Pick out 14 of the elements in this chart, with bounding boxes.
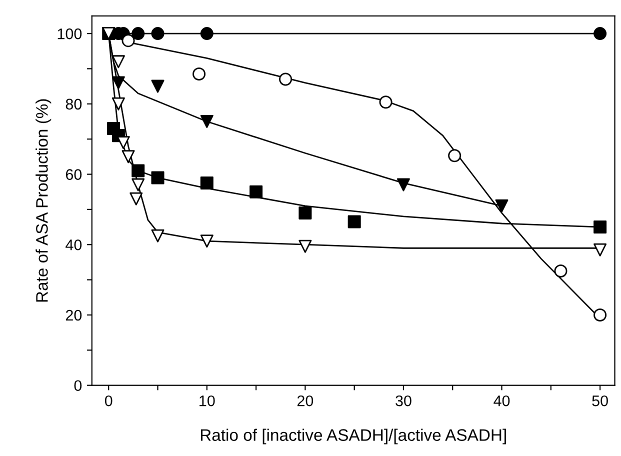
y-tick-label: 60 — [66, 169, 82, 180]
x-tick-label: 30 — [396, 395, 412, 406]
y-tick-label: 80 — [66, 98, 82, 110]
x-tick-label: 0 — [104, 395, 112, 406]
x-tick-label: 50 — [592, 395, 608, 406]
y-tick-label: 0 — [74, 380, 82, 392]
y-tick-label: 20 — [66, 310, 82, 321]
x-tick-label: 40 — [494, 395, 510, 406]
y-tick-label: 100 — [58, 28, 82, 40]
x-tick-label: 20 — [297, 395, 314, 406]
x-axis-title: Ratio of [inactive ASADH]/[active ASADH] — [200, 428, 506, 444]
x-tick-label: 10 — [200, 395, 215, 406]
y-tick-label: 40 — [66, 239, 82, 250]
y-axis-title: Rate of ASA Production (%) — [36, 99, 52, 302]
